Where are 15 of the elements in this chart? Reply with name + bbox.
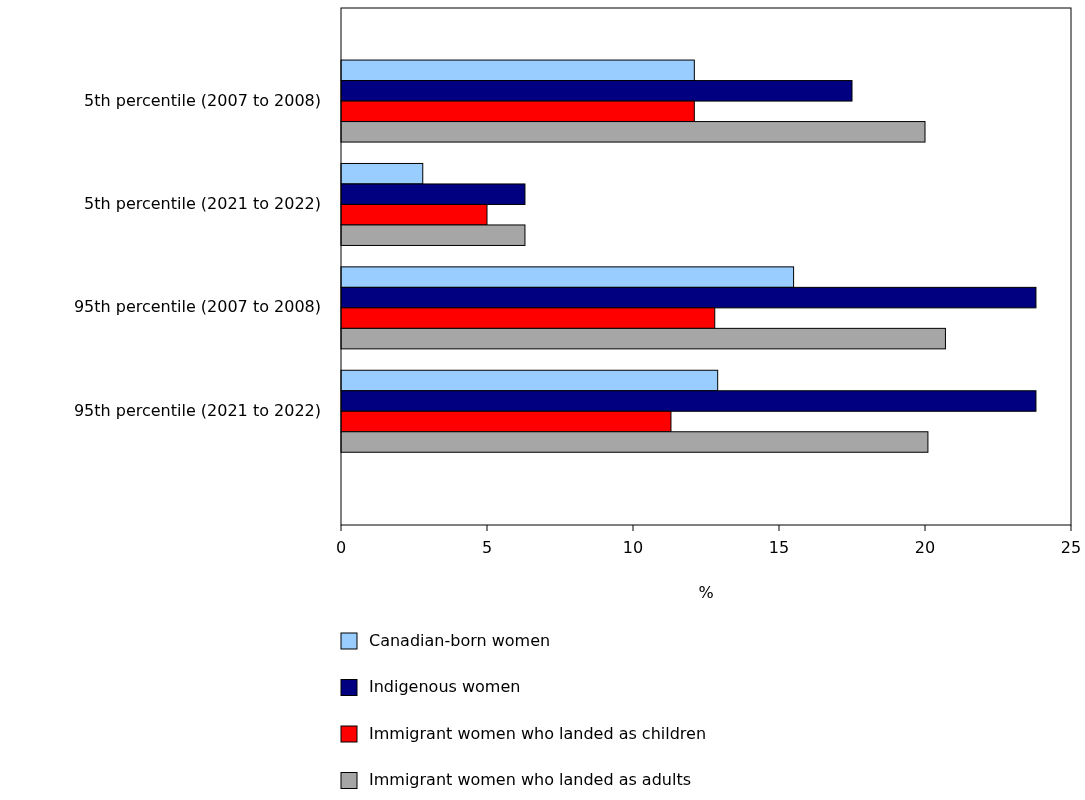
y-tick-label: 95th percentile (2021 to 2022) — [73, 400, 321, 420]
x-tick-label: 25 — [1060, 538, 1082, 557]
y-tick-label: 95th percentile (2007 to 2008) — [73, 297, 321, 317]
x-axis-title: % — [698, 583, 714, 602]
legend-label: Canadian-born women — [369, 630, 551, 650]
x-tick-label: 0 — [335, 538, 347, 557]
x-tick-label: 15 — [768, 538, 790, 557]
x-tick-label: 10 — [622, 538, 644, 557]
x-tick-label: 20 — [914, 538, 936, 557]
x-tick-label: 5 — [481, 538, 493, 557]
legend-label: Indigenous women — [369, 677, 521, 696]
legend-label: Immigrant women who landed as children — [369, 723, 707, 743]
y-tick-label: 5th percentile (2007 to 2008) — [84, 90, 321, 110]
y-tick-label: 5th percentile (2021 to 2022) — [84, 193, 321, 213]
legend-label: Immigrant women who landed as adults — [369, 770, 692, 789]
